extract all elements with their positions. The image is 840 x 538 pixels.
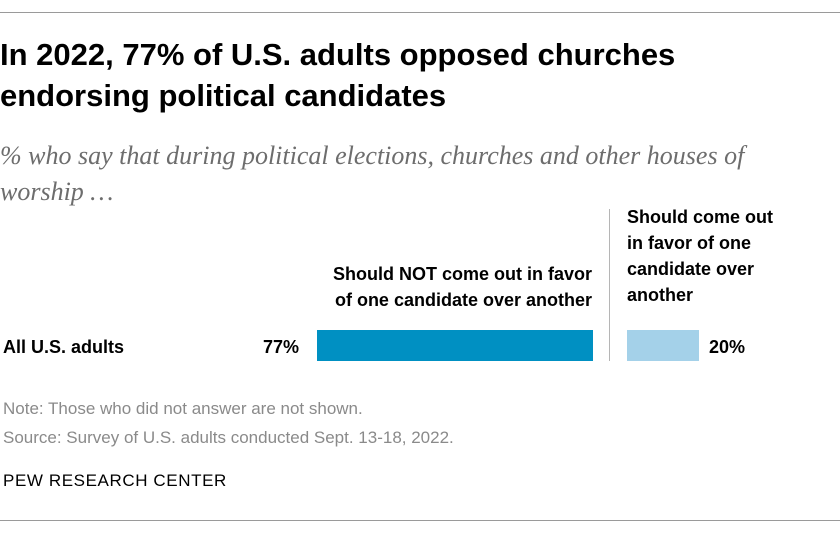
chart-source: Source: Survey of U.S. adults conducted …: [3, 428, 454, 447]
bar-should-not: [316, 330, 593, 361]
bar-right-value-label: 20%: [709, 337, 746, 357]
legend-right-series: Should come out in favor of one candidat…: [627, 204, 773, 308]
legend-right-line-1: Should come out: [627, 207, 773, 227]
legend-left-line-2: of one candidate over another: [334, 290, 592, 310]
center-divider: [609, 209, 610, 361]
bar-left-value-label: 77%: [262, 337, 299, 357]
legend-left-series: Should NOT come out in favor of one cand…: [333, 261, 592, 313]
bottom-rule: [0, 520, 840, 521]
legend-right-line-4: another: [627, 285, 694, 305]
org-name: PEW RESEARCH CENTER: [3, 471, 227, 490]
chart-title: In 2022, 77% of U.S. adults opposed chur…: [0, 37, 676, 113]
chart-area: Should NOT come out in favor of one cand…: [0, 200, 840, 375]
legend-right-line-3: candidate over: [627, 259, 755, 279]
bar-should: [627, 330, 699, 361]
chart-subtitle: % who say that during political election…: [0, 141, 745, 206]
top-rule: [0, 12, 840, 13]
legend-right-line-2: in favor of one: [627, 233, 752, 253]
category-label: All U.S. adults: [3, 337, 125, 357]
legend-left-line-1: Should NOT come out in favor: [332, 264, 592, 284]
chart-note: Note: Those who did not answer are not s…: [3, 399, 363, 418]
